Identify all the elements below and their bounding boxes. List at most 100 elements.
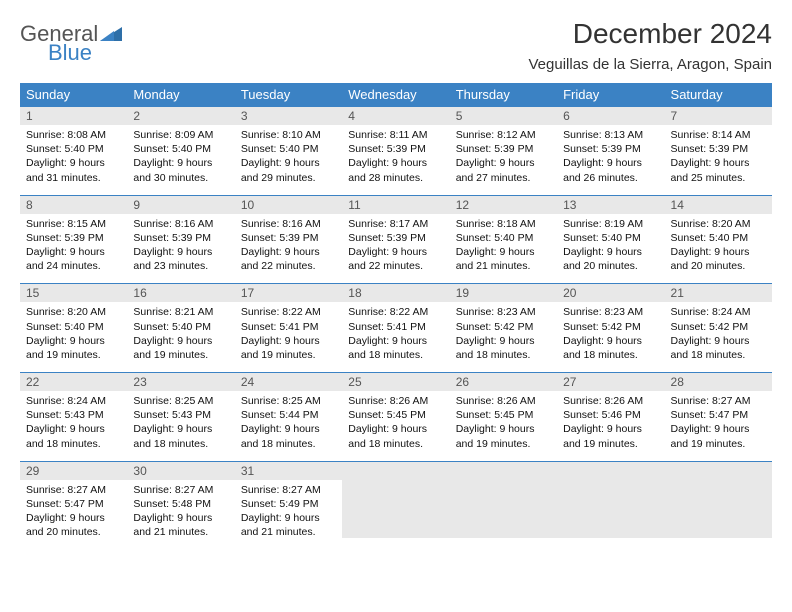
- day-number: 25: [342, 373, 449, 391]
- calendar-day-cell: 30Sunrise: 8:27 AMSunset: 5:48 PMDayligh…: [127, 461, 234, 549]
- day-details: Sunrise: 8:23 AMSunset: 5:42 PMDaylight:…: [557, 302, 664, 372]
- calendar-day-cell: 27Sunrise: 8:26 AMSunset: 5:46 PMDayligh…: [557, 373, 664, 462]
- day-number: 18: [342, 284, 449, 302]
- calendar-day-cell: 25Sunrise: 8:26 AMSunset: 5:45 PMDayligh…: [342, 373, 449, 462]
- day-details: Sunrise: 8:16 AMSunset: 5:39 PMDaylight:…: [235, 214, 342, 284]
- day-details: Sunrise: 8:27 AMSunset: 5:47 PMDaylight:…: [665, 391, 772, 461]
- day-number: 19: [450, 284, 557, 302]
- day-number: 15: [20, 284, 127, 302]
- calendar-day-cell: 23Sunrise: 8:25 AMSunset: 5:43 PMDayligh…: [127, 373, 234, 462]
- day-number: 1: [20, 107, 127, 125]
- calendar-day-cell: [342, 461, 449, 549]
- calendar-day-cell: [450, 461, 557, 549]
- day-details: Sunrise: 8:27 AMSunset: 5:49 PMDaylight:…: [235, 480, 342, 550]
- page-header: General Blue December 2024 Veguillas de …: [20, 18, 772, 73]
- weekday-header: Tuesday: [235, 83, 342, 107]
- day-number: 11: [342, 196, 449, 214]
- calendar-week-row: 15Sunrise: 8:20 AMSunset: 5:40 PMDayligh…: [20, 284, 772, 373]
- calendar-day-cell: 18Sunrise: 8:22 AMSunset: 5:41 PMDayligh…: [342, 284, 449, 373]
- weekday-header: Thursday: [450, 83, 557, 107]
- month-title: December 2024: [529, 18, 773, 50]
- calendar-day-cell: 16Sunrise: 8:21 AMSunset: 5:40 PMDayligh…: [127, 284, 234, 373]
- calendar-day-cell: 15Sunrise: 8:20 AMSunset: 5:40 PMDayligh…: [20, 284, 127, 373]
- day-number: 17: [235, 284, 342, 302]
- day-details: Sunrise: 8:16 AMSunset: 5:39 PMDaylight:…: [127, 214, 234, 284]
- calendar-day-cell: 11Sunrise: 8:17 AMSunset: 5:39 PMDayligh…: [342, 195, 449, 284]
- day-number: 3: [235, 107, 342, 125]
- day-details: Sunrise: 8:12 AMSunset: 5:39 PMDaylight:…: [450, 125, 557, 195]
- day-details: Sunrise: 8:14 AMSunset: 5:39 PMDaylight:…: [665, 125, 772, 195]
- day-details: Sunrise: 8:26 AMSunset: 5:45 PMDaylight:…: [342, 391, 449, 461]
- day-details: Sunrise: 8:13 AMSunset: 5:39 PMDaylight:…: [557, 125, 664, 195]
- weekday-header: Friday: [557, 83, 664, 107]
- calendar-day-cell: 24Sunrise: 8:25 AMSunset: 5:44 PMDayligh…: [235, 373, 342, 462]
- calendar-day-cell: 22Sunrise: 8:24 AMSunset: 5:43 PMDayligh…: [20, 373, 127, 462]
- logo: General Blue: [20, 18, 122, 64]
- location-label: Veguillas de la Sierra, Aragon, Spain: [529, 56, 773, 73]
- day-number: 4: [342, 107, 449, 125]
- day-number: 14: [665, 196, 772, 214]
- calendar-page: General Blue December 2024 Veguillas de …: [0, 0, 792, 549]
- calendar-table: Sunday Monday Tuesday Wednesday Thursday…: [20, 83, 772, 549]
- day-number: 12: [450, 196, 557, 214]
- day-details: Sunrise: 8:11 AMSunset: 5:39 PMDaylight:…: [342, 125, 449, 195]
- weekday-header: Sunday: [20, 83, 127, 107]
- day-details: Sunrise: 8:26 AMSunset: 5:45 PMDaylight:…: [450, 391, 557, 461]
- day-number: 26: [450, 373, 557, 391]
- day-details: Sunrise: 8:27 AMSunset: 5:47 PMDaylight:…: [20, 480, 127, 550]
- calendar-week-row: 22Sunrise: 8:24 AMSunset: 5:43 PMDayligh…: [20, 373, 772, 462]
- calendar-day-cell: 14Sunrise: 8:20 AMSunset: 5:40 PMDayligh…: [665, 195, 772, 284]
- day-details: Sunrise: 8:09 AMSunset: 5:40 PMDaylight:…: [127, 125, 234, 195]
- day-details: Sunrise: 8:23 AMSunset: 5:42 PMDaylight:…: [450, 302, 557, 372]
- day-details: Sunrise: 8:20 AMSunset: 5:40 PMDaylight:…: [665, 214, 772, 284]
- calendar-day-cell: 13Sunrise: 8:19 AMSunset: 5:40 PMDayligh…: [557, 195, 664, 284]
- day-details: Sunrise: 8:26 AMSunset: 5:46 PMDaylight:…: [557, 391, 664, 461]
- day-number: 20: [557, 284, 664, 302]
- calendar-day-cell: 1Sunrise: 8:08 AMSunset: 5:40 PMDaylight…: [20, 107, 127, 196]
- day-number: 29: [20, 462, 127, 480]
- day-details: Sunrise: 8:10 AMSunset: 5:40 PMDaylight:…: [235, 125, 342, 195]
- calendar-day-cell: 19Sunrise: 8:23 AMSunset: 5:42 PMDayligh…: [450, 284, 557, 373]
- logo-word2: Blue: [48, 43, 122, 64]
- day-number: 16: [127, 284, 234, 302]
- calendar-day-cell: 7Sunrise: 8:14 AMSunset: 5:39 PMDaylight…: [665, 107, 772, 196]
- day-number: 10: [235, 196, 342, 214]
- calendar-day-cell: 28Sunrise: 8:27 AMSunset: 5:47 PMDayligh…: [665, 373, 772, 462]
- calendar-day-cell: 3Sunrise: 8:10 AMSunset: 5:40 PMDaylight…: [235, 107, 342, 196]
- day-number: 5: [450, 107, 557, 125]
- day-details: Sunrise: 8:21 AMSunset: 5:40 PMDaylight:…: [127, 302, 234, 372]
- day-details: Sunrise: 8:24 AMSunset: 5:42 PMDaylight:…: [665, 302, 772, 372]
- weekday-header: Saturday: [665, 83, 772, 107]
- day-number: 21: [665, 284, 772, 302]
- day-number: 30: [127, 462, 234, 480]
- day-number: 2: [127, 107, 234, 125]
- calendar-day-cell: 10Sunrise: 8:16 AMSunset: 5:39 PMDayligh…: [235, 195, 342, 284]
- day-details: Sunrise: 8:08 AMSunset: 5:40 PMDaylight:…: [20, 125, 127, 195]
- calendar-day-cell: 20Sunrise: 8:23 AMSunset: 5:42 PMDayligh…: [557, 284, 664, 373]
- day-details: Sunrise: 8:20 AMSunset: 5:40 PMDaylight:…: [20, 302, 127, 372]
- day-details: Sunrise: 8:18 AMSunset: 5:40 PMDaylight:…: [450, 214, 557, 284]
- day-number: 27: [557, 373, 664, 391]
- day-number: 8: [20, 196, 127, 214]
- day-details: Sunrise: 8:22 AMSunset: 5:41 PMDaylight:…: [235, 302, 342, 372]
- weekday-header-row: Sunday Monday Tuesday Wednesday Thursday…: [20, 83, 772, 107]
- day-number: 13: [557, 196, 664, 214]
- calendar-day-cell: 26Sunrise: 8:26 AMSunset: 5:45 PMDayligh…: [450, 373, 557, 462]
- calendar-day-cell: 29Sunrise: 8:27 AMSunset: 5:47 PMDayligh…: [20, 461, 127, 549]
- calendar-day-cell: 2Sunrise: 8:09 AMSunset: 5:40 PMDaylight…: [127, 107, 234, 196]
- day-number: 23: [127, 373, 234, 391]
- day-details: Sunrise: 8:25 AMSunset: 5:43 PMDaylight:…: [127, 391, 234, 461]
- day-number: 22: [20, 373, 127, 391]
- calendar-day-cell: 17Sunrise: 8:22 AMSunset: 5:41 PMDayligh…: [235, 284, 342, 373]
- calendar-day-cell: 12Sunrise: 8:18 AMSunset: 5:40 PMDayligh…: [450, 195, 557, 284]
- day-details: Sunrise: 8:19 AMSunset: 5:40 PMDaylight:…: [557, 214, 664, 284]
- calendar-day-cell: [557, 461, 664, 549]
- day-number: 28: [665, 373, 772, 391]
- calendar-day-cell: 4Sunrise: 8:11 AMSunset: 5:39 PMDaylight…: [342, 107, 449, 196]
- day-details: Sunrise: 8:24 AMSunset: 5:43 PMDaylight:…: [20, 391, 127, 461]
- day-details: Sunrise: 8:22 AMSunset: 5:41 PMDaylight:…: [342, 302, 449, 372]
- day-details: Sunrise: 8:17 AMSunset: 5:39 PMDaylight:…: [342, 214, 449, 284]
- calendar-day-cell: 5Sunrise: 8:12 AMSunset: 5:39 PMDaylight…: [450, 107, 557, 196]
- day-number: 24: [235, 373, 342, 391]
- calendar-day-cell: [665, 461, 772, 549]
